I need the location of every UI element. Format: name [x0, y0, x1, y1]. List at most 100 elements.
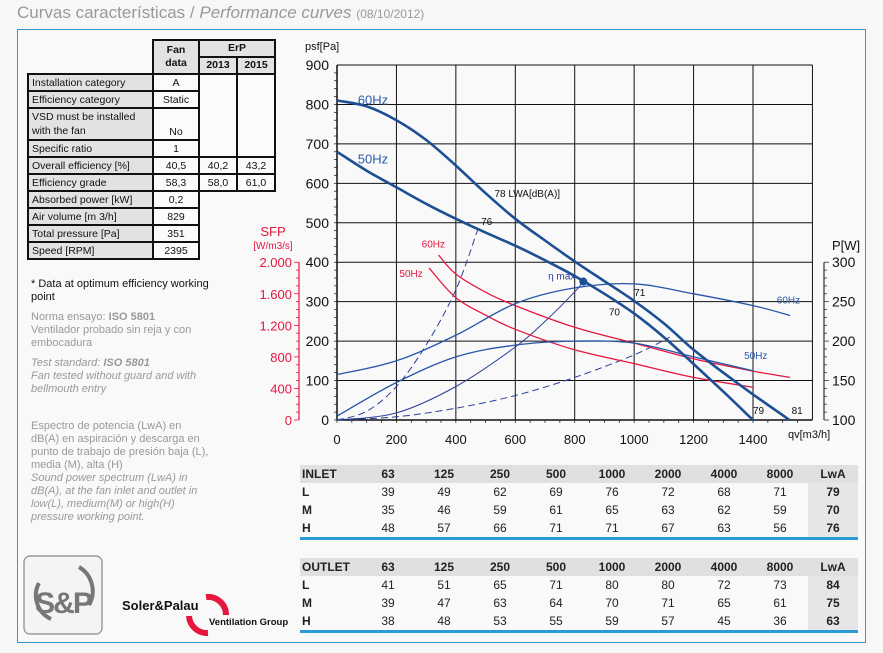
fan-data-table: Fan data ErP 2013 2015 Installation categ… [27, 39, 276, 260]
band-value: 70 [605, 596, 619, 610]
band-value: 63 [493, 596, 507, 610]
band-value: 65 [717, 596, 731, 610]
curve-annotation: 60Hz [777, 296, 800, 307]
band-value: 66 [493, 521, 507, 535]
band-value: 80 [605, 578, 619, 592]
power-tick-label: 100 [832, 412, 856, 428]
x-tick-label: 1400 [739, 432, 768, 447]
system-curve [336, 336, 671, 421]
level-label: H [302, 521, 311, 535]
band-value: 48 [381, 521, 395, 535]
y-tick-label: 200 [306, 333, 330, 349]
table-row: Efficiency category Static [27, 90, 275, 109]
band-value: 61 [773, 596, 787, 610]
y-tick-label: 0 [321, 412, 329, 428]
band-value: 53 [493, 614, 507, 628]
level-label: M [302, 596, 312, 610]
band-value: 61 [549, 503, 563, 517]
sfp-axis-unit: [W/m3/s] [253, 241, 293, 252]
x-tick-label: 1200 [679, 432, 708, 447]
band-value: 62 [493, 485, 507, 499]
lwa-value: 75 [808, 594, 858, 612]
x-tick-label: 1000 [620, 432, 649, 447]
band-header: 8000 [766, 560, 794, 574]
band-value: 71 [549, 578, 563, 592]
band-value: 39 [381, 596, 395, 610]
band-value: 71 [549, 521, 563, 535]
x-tick-label: 600 [504, 432, 526, 447]
band-value: 63 [661, 503, 675, 517]
table-row: Speed [RPM] 2395 [27, 241, 275, 260]
band-value: 68 [717, 485, 731, 499]
sfp-tick-label: 1.200 [259, 318, 292, 333]
title-english: Performance curves [199, 3, 352, 22]
test-notes: * Data at optimum efficiency working poi… [31, 278, 211, 524]
year-2015-header: 2015 [236, 56, 276, 75]
outlet-sound-table: OUTLET 63 125 250 500 1000 2000 4000 8000 LwA L 41… [300, 558, 858, 633]
band-header: 500 [545, 467, 567, 481]
band-header: 125 [433, 560, 455, 574]
lwa-header: LwA [808, 558, 858, 576]
curve-annotation: 60Hz [422, 240, 445, 251]
level-label: L [302, 485, 310, 499]
lwa-value: 84 [808, 576, 858, 594]
system-curve [336, 228, 479, 421]
lwa-value: 79 [808, 483, 858, 501]
page-title: Curvas características / Performance cur… [17, 3, 424, 23]
sfp-tick-label: 2.000 [259, 255, 292, 270]
band-header: 1000 [598, 467, 626, 481]
band-value: 39 [381, 485, 395, 499]
erp-header: ErP [198, 39, 276, 58]
band-value: 55 [549, 614, 563, 628]
band-value: 72 [661, 485, 675, 499]
y-tick-label: 100 [306, 373, 330, 389]
svg-text:S&P: S&P [35, 587, 92, 620]
band-value: 48 [437, 614, 451, 628]
lwa-header: LwA [808, 465, 858, 483]
title-separator: / [189, 3, 195, 22]
sfp-tick-label: 1.600 [259, 287, 292, 302]
band-value: 51 [437, 578, 451, 592]
lwa-value: 70 [808, 501, 858, 519]
x-tick-label: 800 [564, 432, 586, 447]
table-row: M 35 46 59 61 65 63 62 59 70 [300, 501, 858, 519]
band-value: 73 [773, 578, 787, 592]
title-spanish: Curvas características [17, 3, 186, 22]
pressure-curve-60hz [336, 99, 791, 422]
divider [300, 630, 858, 633]
band-value: 65 [493, 578, 507, 592]
sp-logo: S&P [23, 555, 103, 635]
band-header: 4000 [710, 467, 738, 481]
power-curve-50hz [336, 340, 754, 417]
x-tick-label: 200 [386, 432, 408, 447]
band-value: 65 [605, 503, 619, 517]
x-tick-label: 400 [445, 432, 467, 447]
y-tick-label: 500 [306, 215, 330, 231]
y-tick-label: 900 [306, 57, 330, 73]
curve-annotation: 70 [609, 307, 621, 318]
level-label: L [302, 578, 310, 592]
band-value: 35 [381, 503, 395, 517]
power-tick-label: 300 [832, 254, 856, 270]
power-tick-label: 150 [832, 373, 856, 389]
norma-note: Norma ensayo: ISO 5801 Ventilador probado… [31, 311, 192, 349]
optimum-point-marker [579, 277, 588, 286]
band-value: 64 [549, 596, 563, 610]
curve-annotation: 79 [753, 406, 765, 417]
title-date: (08/10/2012) [356, 7, 425, 21]
x-tick-label: 0 [333, 432, 340, 447]
band-value: 49 [437, 485, 451, 499]
band-value: 59 [773, 503, 787, 517]
lwa-value: 76 [808, 519, 858, 537]
band-value: 36 [773, 614, 787, 628]
band-value: 59 [605, 614, 619, 628]
band-header: 1000 [598, 560, 626, 574]
y-tick-label: 600 [306, 175, 330, 191]
band-value: 47 [437, 596, 451, 610]
curve-annotation: 50Hz [358, 152, 388, 167]
sp-swirl-mark [186, 594, 230, 636]
power-tick-label: 200 [832, 333, 856, 349]
curve-annotation: 81 [792, 406, 804, 417]
band-header: 500 [545, 560, 567, 574]
band-value: 67 [661, 521, 675, 535]
